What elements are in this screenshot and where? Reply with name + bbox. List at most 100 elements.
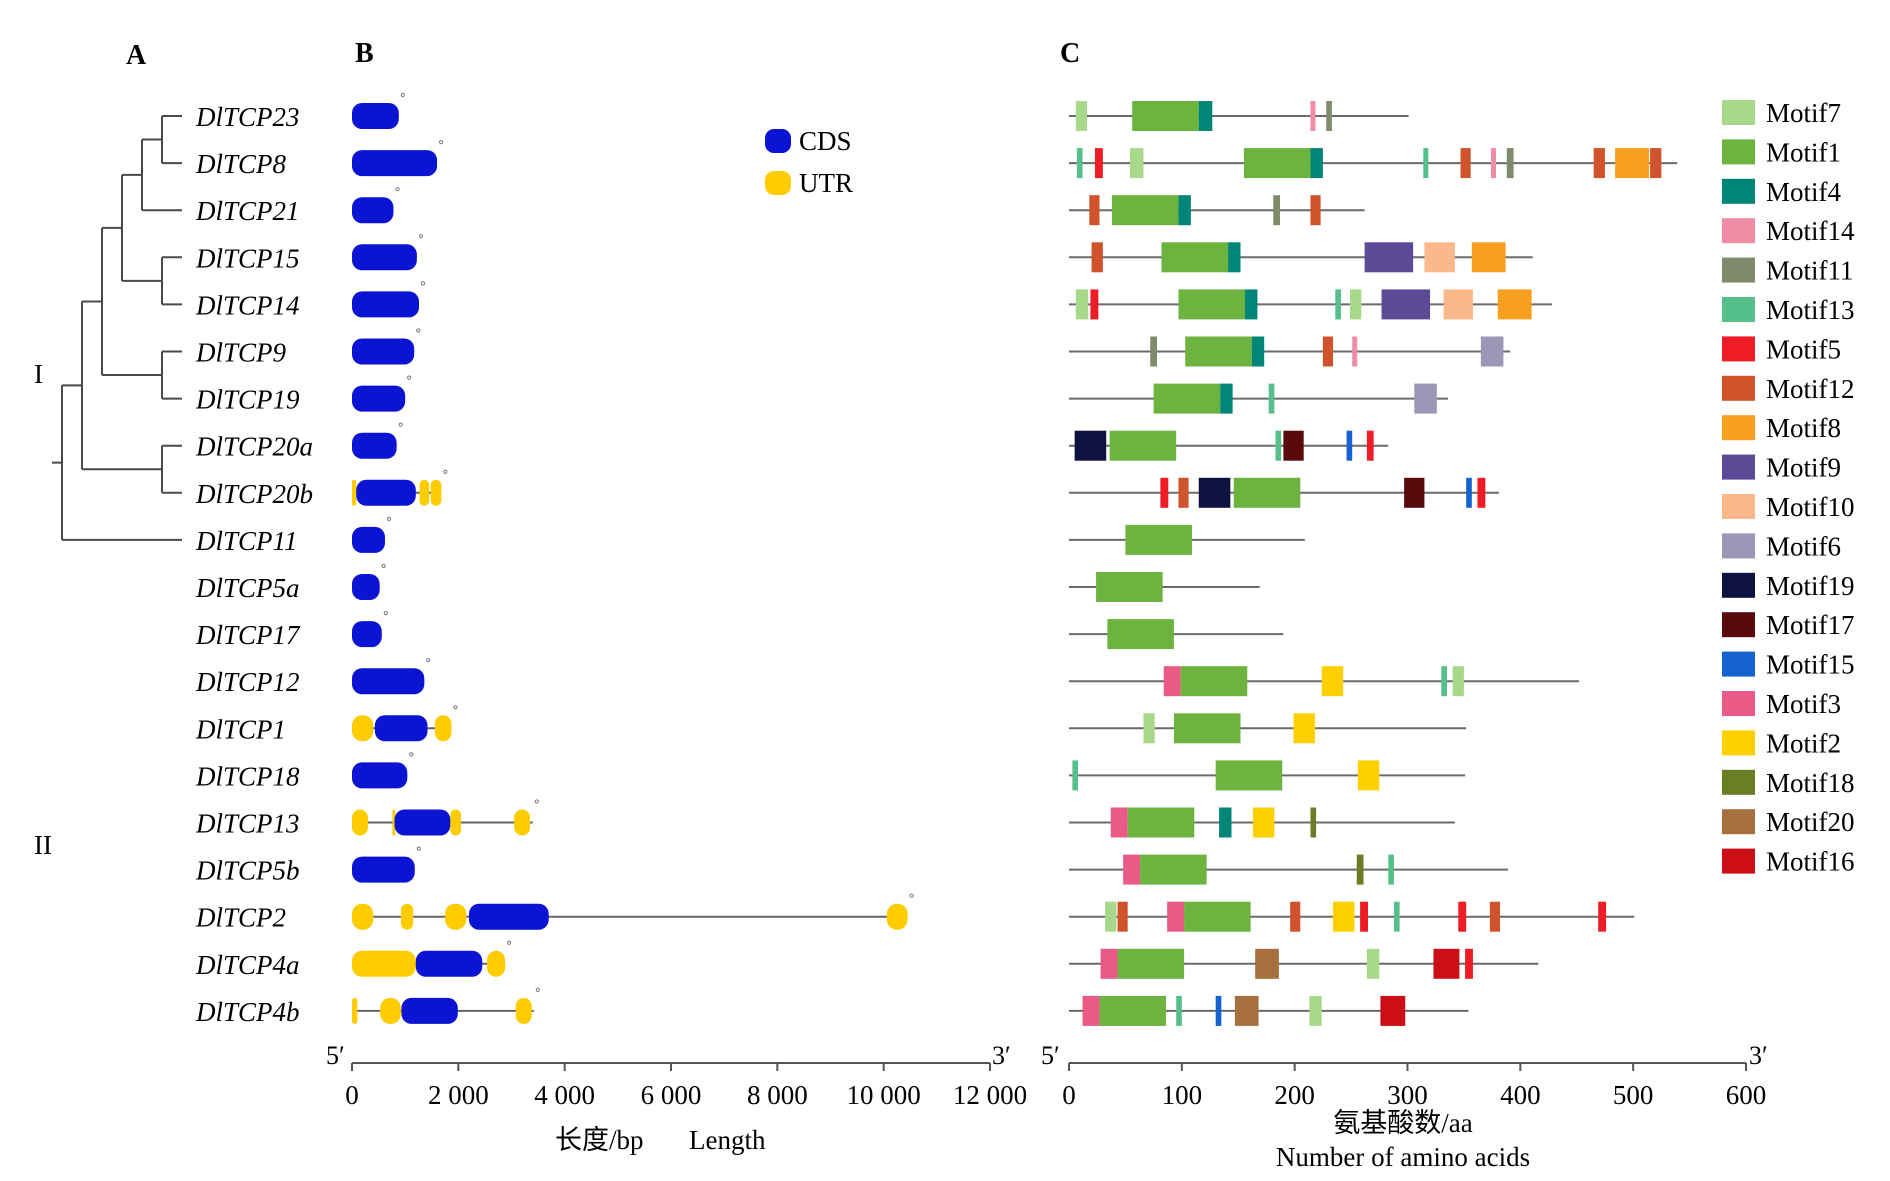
motif-box-motif3 <box>1167 901 1185 932</box>
motif-box-motif16 <box>1380 995 1406 1026</box>
motif-box-motif13 <box>1393 901 1400 932</box>
motif-box-motif5 <box>1366 430 1374 461</box>
motif-box-motif15 <box>1466 477 1472 508</box>
motif-box-motif6 <box>1480 336 1504 367</box>
motif-box-motif12 <box>1650 148 1662 179</box>
motif-box-motif5 <box>1090 289 1099 320</box>
gene-end-marker <box>409 752 414 757</box>
legend-label-motif1: Motif1 <box>1766 137 1841 167</box>
legend-swatch-motif6 <box>1722 533 1755 559</box>
motif-box-motif1 <box>1111 195 1179 226</box>
axis-b-title-en: Length <box>689 1125 766 1155</box>
gene-structure-rows <box>352 92 914 1024</box>
utr-segment <box>514 809 531 836</box>
legend-swatch-motif19 <box>1722 572 1755 598</box>
motif-box-motif1 <box>1127 807 1195 838</box>
motif-box-motif7 <box>1349 289 1362 320</box>
x-tick-label: 200 <box>1274 1080 1315 1110</box>
motif-box-motif1 <box>1243 148 1311 179</box>
cds-segment <box>352 103 399 129</box>
cds-segment <box>415 950 483 977</box>
legend-label-motif2: Motif2 <box>1766 728 1841 758</box>
motif-box-motif13 <box>1072 760 1079 791</box>
motif-box-motif13 <box>1423 148 1429 179</box>
legend-swatch-motif4 <box>1722 178 1755 204</box>
motif-box-motif3 <box>1123 854 1141 885</box>
utr-segment <box>392 809 396 836</box>
axis-c-title-en: Number of amino acids <box>1276 1142 1530 1172</box>
motif-box-motif12 <box>1091 242 1103 273</box>
motif-box-motif13 <box>1388 854 1394 885</box>
axis-b-5prime: 5′ <box>326 1041 345 1070</box>
motif-box-motif9 <box>1381 289 1431 320</box>
legend-label-motif4: Motif4 <box>1766 177 1842 207</box>
gene-label: DlTCP20b <box>195 479 313 509</box>
gene-label: DlTCP21 <box>195 196 300 226</box>
panel-label-b: B <box>355 38 374 69</box>
cds-segment <box>352 338 415 365</box>
gene-end-marker <box>438 140 444 145</box>
legend-label-motif12: Motif12 <box>1766 374 1855 404</box>
motif-box-motif7 <box>1309 995 1322 1026</box>
gene-end-marker <box>443 469 448 474</box>
legend-swatch-motif16 <box>1722 848 1755 874</box>
motif-box-motif5 <box>1458 901 1467 932</box>
x-tick-label: 0 <box>1062 1080 1076 1110</box>
legend-label-motif15: Motif15 <box>1766 650 1855 680</box>
motif-box-motif5 <box>1465 948 1473 979</box>
cds-segment <box>352 244 417 271</box>
motif-box-motif1 <box>1173 713 1241 744</box>
cds-segment <box>352 574 380 600</box>
legend-label-motif18: Motif18 <box>1766 768 1855 798</box>
motif-box-motif14 <box>1352 336 1358 367</box>
utr-segment <box>430 479 442 506</box>
cds-segment <box>401 997 458 1024</box>
motif-box-motif3 <box>1110 807 1128 838</box>
cds-segment <box>352 385 406 412</box>
gene-end-marker <box>909 893 914 898</box>
axis-c-3prime: 3′ <box>1749 1041 1768 1070</box>
motif-box-motif1 <box>1161 242 1229 273</box>
motif-box-motif13 <box>1176 995 1182 1026</box>
x-tick-label: 400 <box>1500 1080 1541 1110</box>
motif-box-motif1 <box>1107 619 1174 650</box>
motif-box-motif12 <box>1593 148 1605 179</box>
utr-segment <box>886 903 908 930</box>
legend-swatch-motif8 <box>1722 415 1755 441</box>
utr-segment <box>352 997 358 1024</box>
x-tick-label: 2 000 <box>428 1080 489 1110</box>
motif-box-motif11 <box>1273 195 1280 226</box>
gene-end-marker <box>453 705 458 710</box>
gene-end-marker <box>426 658 431 663</box>
cds-segment <box>352 150 438 177</box>
motif-x-axis: 5′ 3′ 氨基酸数/aa Number of amino acids 0 100… <box>1041 1041 1768 1172</box>
motif-box-motif7 <box>1129 148 1144 179</box>
cds-segment <box>352 668 425 695</box>
gene-end-marker <box>383 611 388 616</box>
cds-segment <box>468 903 549 930</box>
gene-label: DlTCP19 <box>195 385 300 415</box>
legend-swatch-motif5 <box>1722 336 1755 362</box>
motif-box-motif5 <box>1094 148 1103 179</box>
motif-box-motif1 <box>1132 101 1199 131</box>
motif-box-motif14 <box>1310 101 1316 131</box>
motif-box-motif4 <box>1245 289 1258 320</box>
legend-cds-swatch <box>765 129 791 153</box>
motif-box-motif20 <box>1234 995 1259 1026</box>
gene-end-marker <box>535 987 540 993</box>
gene-label: DlTCP4a <box>195 950 300 980</box>
x-tick-label: 6 000 <box>641 1080 702 1110</box>
motif-box-motif10 <box>1424 242 1455 273</box>
gene-end-marker <box>386 516 392 522</box>
gene-label: DlTCP13 <box>195 809 300 839</box>
legend-swatch-motif12 <box>1722 375 1755 401</box>
gene-label: DlTCP14 <box>195 290 300 320</box>
gene-label: DlTCP17 <box>195 620 301 650</box>
gene-label: DlTCP8 <box>195 149 287 179</box>
motif-box-motif4 <box>1310 148 1323 179</box>
gene-end-marker <box>507 940 512 945</box>
utr-segment <box>352 479 357 506</box>
gene-end-marker <box>381 563 386 569</box>
gene-end-marker <box>416 846 421 851</box>
legend-swatch-motif10 <box>1722 494 1755 519</box>
